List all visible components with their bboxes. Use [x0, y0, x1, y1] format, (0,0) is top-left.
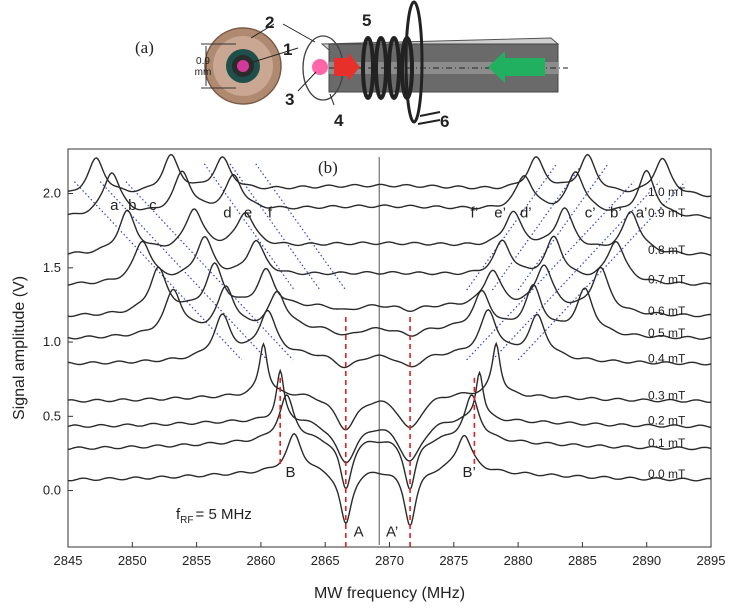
series-trace [67, 169, 712, 219]
x-tick-label: 2885 [568, 553, 597, 568]
peak-label: c’ [585, 204, 596, 221]
guide-line [517, 181, 686, 361]
x-tick-label: 2865 [311, 553, 340, 568]
guide-line [491, 181, 660, 361]
plot-frame [67, 148, 712, 548]
x-tick-label: 2855 [182, 553, 211, 568]
series-trace [67, 262, 712, 318]
peak-label: f’ [470, 204, 478, 221]
guide-line [255, 163, 347, 291]
fluorescence-arrow-icon [488, 51, 545, 83]
x-tick-label: 2895 [697, 553, 726, 568]
x-axis-title: MW frequency (MHz) [314, 585, 465, 602]
series-trace [67, 368, 712, 464]
x-tick-label: 2890 [632, 553, 661, 568]
series-trace [67, 309, 712, 369]
peak-label: B’ [463, 464, 476, 481]
series-label: 0.4 mT [648, 351, 686, 365]
series-label: 1.0 mT [648, 185, 686, 199]
peak-label: e’ [494, 204, 506, 221]
odmr-chart: (b) a b c d e f f’ e’ d’ c’ b’ a’ B B’ A A’ 0.0 mT 0.1 m… [11, 148, 726, 602]
callout-5: 5 [362, 11, 371, 30]
series-trace [67, 283, 712, 340]
x-tick-label: 2850 [118, 553, 147, 568]
series-label: 0.2 mT [648, 414, 686, 428]
sample-spot-icon [312, 59, 328, 75]
series-trace [67, 394, 712, 491]
dimension-marker: 0.9 mm [195, 43, 236, 89]
peak-label: c [149, 197, 157, 214]
guide-line [229, 163, 321, 291]
guide-line [466, 181, 635, 361]
y-tick-label: 1.5 [43, 260, 61, 275]
peak-label: A’ [386, 524, 398, 541]
guide-line [517, 163, 609, 291]
series-label: 0.3 mT [648, 388, 686, 402]
panel-b-label: (b) [318, 158, 338, 177]
peak-label: d [223, 204, 231, 221]
dimension-value: 0.9 [196, 56, 210, 67]
y-tick-label: 0.5 [43, 408, 61, 423]
y-tick-label: 0.0 [43, 483, 61, 498]
callout-2: 2 [265, 13, 274, 32]
peak-label: d’ [520, 204, 532, 221]
series-label: 0.9 mT [648, 206, 686, 220]
peak-label: b [128, 197, 136, 214]
peak-label: e [244, 204, 252, 221]
series-label: 0.7 mT [648, 273, 686, 287]
series-label: 0.8 mT [648, 243, 686, 257]
series-trace [67, 341, 711, 431]
dimension-unit: mm [195, 67, 212, 78]
panel-a-schematic: (a) 0.9 mm [135, 0, 568, 131]
callout-6: 6 [440, 112, 449, 131]
x-tick-label: 2860 [246, 553, 275, 568]
peak-label: b’ [610, 204, 622, 221]
diamond-disk-icon [204, 27, 282, 105]
series-trace [67, 153, 712, 198]
guide-line [125, 181, 294, 361]
peak-label: A [354, 524, 364, 541]
guide-line [466, 163, 558, 291]
series-label: 0.5 mT [648, 326, 686, 340]
series-trace [67, 433, 712, 527]
peak-label: a [110, 197, 119, 214]
laser-arrow-icon [334, 53, 360, 81]
series-trace [67, 207, 712, 256]
y-tick-label: 1.0 [43, 334, 61, 349]
guide-line [203, 163, 295, 291]
x-tick-label: 2880 [504, 553, 533, 568]
x-tick-label: 2870 [375, 553, 404, 568]
callout-3: 3 [285, 90, 294, 109]
frf-annotation: fRF = 5 MHz [176, 506, 252, 526]
rf-loop-icon [404, 0, 424, 124]
peak-label: f [268, 204, 273, 221]
series-label: 0.6 mT [648, 304, 686, 318]
y-tick-label: 2.0 [43, 186, 61, 201]
x-tick-label: 2875 [439, 553, 468, 568]
callout-4: 4 [334, 111, 344, 130]
series-label: 0.1 mT [648, 436, 686, 450]
callout-1: 1 [283, 40, 292, 59]
y-axis-title: Signal amplitude (V) [11, 276, 28, 420]
series-label: 0.0 mT [648, 467, 686, 481]
peak-label: a’ [636, 204, 648, 221]
series-trace [67, 235, 712, 286]
x-tick-label: 2845 [54, 553, 83, 568]
peak-label: B [285, 464, 295, 481]
guide-line [73, 181, 243, 361]
panel-a-label: (a) [135, 38, 154, 57]
